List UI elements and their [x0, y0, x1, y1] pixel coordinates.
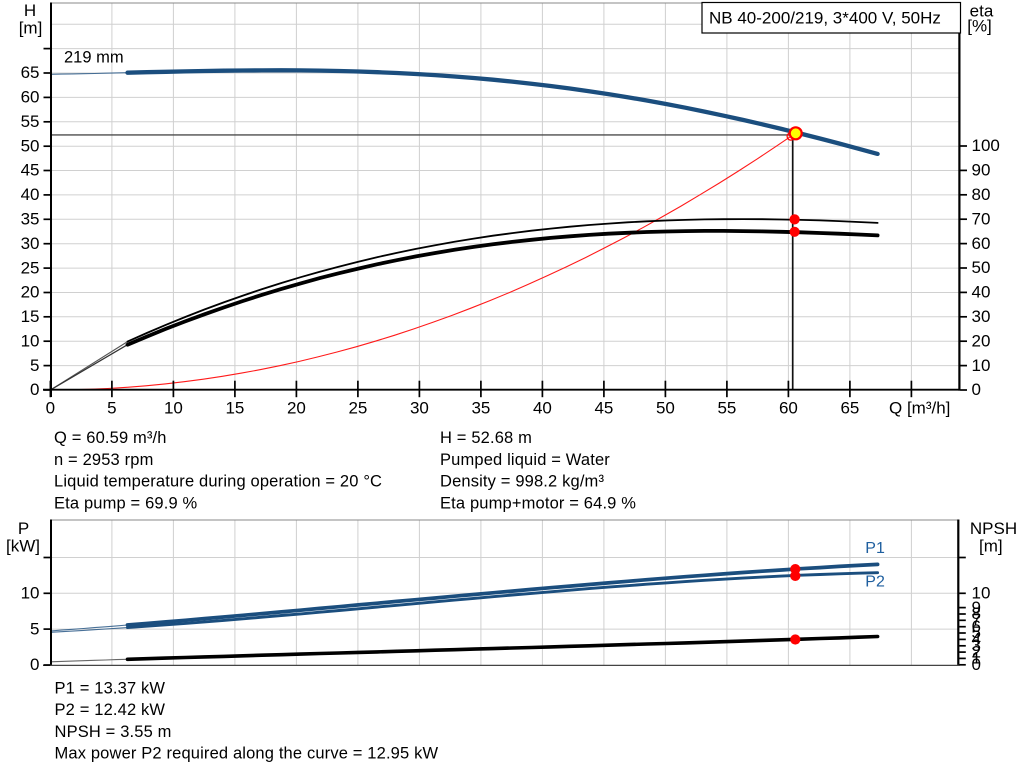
- svg-text:7: 7: [972, 611, 981, 630]
- svg-text:45: 45: [594, 398, 613, 417]
- svg-text:20: 20: [287, 398, 306, 417]
- svg-text:9: 9: [972, 598, 981, 617]
- svg-text:4: 4: [972, 630, 981, 649]
- svg-text:3: 3: [972, 636, 981, 655]
- svg-text:0: 0: [972, 655, 981, 674]
- svg-text:10: 10: [21, 584, 40, 603]
- svg-text:P: P: [18, 519, 29, 538]
- svg-text:60: 60: [779, 398, 798, 417]
- svg-text:40: 40: [21, 185, 40, 204]
- svg-text:50: 50: [21, 136, 40, 155]
- svg-text:40: 40: [533, 398, 552, 417]
- svg-text:100: 100: [972, 136, 1000, 155]
- svg-text:Max power P2 required along th: Max power P2 required along the curve = …: [55, 745, 439, 763]
- svg-text:20: 20: [972, 331, 991, 350]
- svg-text:P1 = 13.37 kW: P1 = 13.37 kW: [55, 680, 166, 698]
- svg-text:30: 30: [410, 398, 429, 417]
- svg-text:NPSH = 3.55 m: NPSH = 3.55 m: [55, 723, 172, 741]
- svg-text:Eta pump+motor = 64.9 %: Eta pump+motor = 64.9 %: [440, 494, 636, 512]
- svg-text:0: 0: [46, 398, 55, 417]
- svg-text:[m]: [m]: [979, 537, 1003, 556]
- svg-text:10: 10: [972, 356, 991, 375]
- svg-text:90: 90: [972, 161, 991, 180]
- svg-text:60: 60: [21, 88, 40, 107]
- svg-text:[kW]: [kW]: [6, 537, 40, 556]
- svg-text:NPSH: NPSH: [970, 519, 1017, 538]
- svg-text:Density = 998.2 kg/m³: Density = 998.2 kg/m³: [440, 473, 604, 491]
- svg-text:30: 30: [21, 234, 40, 253]
- svg-text:H: H: [24, 1, 36, 20]
- svg-text:5: 5: [30, 356, 39, 375]
- svg-text:NB 40-200/219, 3*400 V, 50Hz: NB 40-200/219, 3*400 V, 50Hz: [709, 9, 941, 28]
- svg-text:5: 5: [30, 619, 39, 638]
- svg-text:45: 45: [21, 161, 40, 180]
- svg-text:35: 35: [471, 398, 490, 417]
- svg-text:P1: P1: [865, 540, 885, 557]
- svg-text:0: 0: [30, 655, 39, 674]
- svg-text:Pumped liquid = Water: Pumped liquid = Water: [440, 451, 610, 469]
- svg-text:Q = 60.59 m³/h: Q = 60.59 m³/h: [54, 429, 167, 447]
- svg-text:8: 8: [972, 604, 981, 623]
- svg-text:50: 50: [656, 398, 675, 417]
- svg-text:15: 15: [225, 398, 244, 417]
- svg-text:H = 52.68 m: H = 52.68 m: [440, 429, 532, 447]
- svg-text:55: 55: [21, 112, 40, 131]
- svg-text:10: 10: [972, 584, 991, 603]
- svg-text:15: 15: [21, 307, 40, 326]
- svg-text:2: 2: [972, 642, 981, 661]
- svg-text:60: 60: [972, 234, 991, 253]
- svg-text:70: 70: [972, 209, 991, 228]
- svg-text:1: 1: [972, 649, 981, 668]
- svg-text:219 mm: 219 mm: [64, 49, 124, 67]
- svg-text:50: 50: [972, 258, 991, 277]
- svg-text:P2: P2: [865, 574, 885, 591]
- svg-text:25: 25: [348, 398, 367, 417]
- svg-text:6: 6: [972, 617, 981, 636]
- svg-text:35: 35: [21, 210, 40, 229]
- svg-text:10: 10: [21, 331, 40, 350]
- svg-text:30: 30: [972, 307, 991, 326]
- svg-text:Q [m³/h]: Q [m³/h]: [889, 398, 950, 417]
- svg-text:80: 80: [972, 185, 991, 204]
- svg-text:65: 65: [840, 398, 859, 417]
- svg-text:0: 0: [30, 380, 39, 399]
- svg-text:40: 40: [972, 283, 991, 302]
- svg-text:55: 55: [717, 398, 736, 417]
- svg-text:5: 5: [972, 623, 981, 642]
- svg-text:P2 = 12.42 kW: P2 = 12.42 kW: [55, 701, 166, 719]
- svg-text:10: 10: [164, 398, 183, 417]
- svg-text:[%]: [%]: [967, 17, 992, 36]
- svg-text:eta: eta: [970, 1, 994, 20]
- svg-text:Eta pump = 69.9 %: Eta pump = 69.9 %: [54, 494, 198, 512]
- svg-text:Liquid temperature during oper: Liquid temperature during operation = 20…: [54, 473, 382, 491]
- svg-text:[m]: [m]: [19, 19, 43, 38]
- svg-text:5: 5: [107, 398, 116, 417]
- svg-text:25: 25: [21, 258, 40, 277]
- svg-text:n = 2953 rpm: n = 2953 rpm: [54, 451, 154, 469]
- svg-text:65: 65: [21, 63, 40, 82]
- svg-text:0: 0: [972, 380, 981, 399]
- svg-text:20: 20: [21, 283, 40, 302]
